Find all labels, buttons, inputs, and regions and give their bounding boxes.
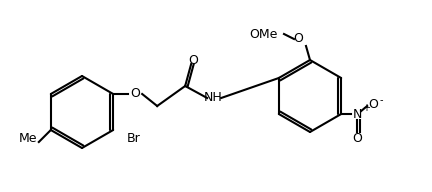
Text: Me: Me <box>18 132 37 145</box>
Text: O: O <box>352 132 362 145</box>
Text: +: + <box>362 103 370 113</box>
Text: O: O <box>188 54 198 66</box>
Text: O: O <box>130 88 140 100</box>
Text: -: - <box>379 95 383 105</box>
Text: Br: Br <box>127 132 141 145</box>
Text: NH: NH <box>204 92 222 104</box>
Text: OMe: OMe <box>250 27 278 41</box>
Text: N: N <box>353 108 362 121</box>
Text: O: O <box>368 98 378 111</box>
Text: O: O <box>293 31 303 45</box>
